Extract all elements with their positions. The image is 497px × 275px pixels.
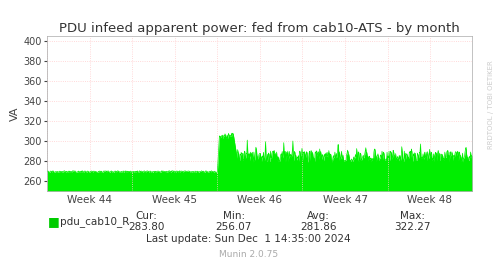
Text: Cur:: Cur:	[136, 211, 158, 221]
Text: Munin 2.0.75: Munin 2.0.75	[219, 250, 278, 259]
Text: Avg:: Avg:	[307, 211, 330, 221]
Text: ■: ■	[48, 215, 60, 228]
Text: 283.80: 283.80	[128, 222, 165, 232]
Title: PDU infeed apparent power: fed from cab10-ATS - by month: PDU infeed apparent power: fed from cab1…	[59, 21, 460, 35]
Text: Last update: Sun Dec  1 14:35:00 2024: Last update: Sun Dec 1 14:35:00 2024	[146, 234, 351, 244]
Text: RRDTOOL / TOBI OETIKER: RRDTOOL / TOBI OETIKER	[488, 60, 494, 149]
Text: 256.07: 256.07	[215, 222, 252, 232]
Text: Max:: Max:	[400, 211, 425, 221]
Text: Min:: Min:	[223, 211, 245, 221]
Text: 281.86: 281.86	[300, 222, 336, 232]
Y-axis label: VA: VA	[10, 106, 20, 121]
Text: pdu_cab10_R: pdu_cab10_R	[60, 216, 129, 227]
Text: 322.27: 322.27	[394, 222, 431, 232]
